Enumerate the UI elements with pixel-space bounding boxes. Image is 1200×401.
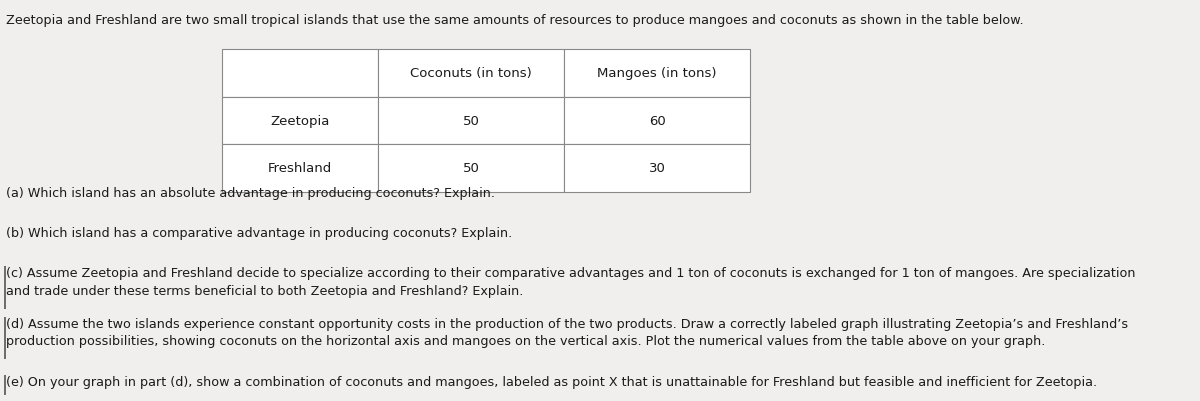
Text: 60: 60 <box>649 115 665 128</box>
Text: 30: 30 <box>648 162 666 175</box>
Text: (a) Which island has an absolute advantage in producing coconuts? Explain.: (a) Which island has an absolute advanta… <box>6 186 496 199</box>
Text: (e) On your graph in part (d), show a combination of coconuts and mangoes, label: (e) On your graph in part (d), show a co… <box>6 375 1097 388</box>
Text: (c) Assume Zeetopia and Freshland decide to specialize according to their compar: (c) Assume Zeetopia and Freshland decide… <box>6 267 1135 297</box>
Text: Zeetopia: Zeetopia <box>270 115 330 128</box>
Bar <box>564 97 750 145</box>
Text: 50: 50 <box>462 115 480 128</box>
Text: (b) Which island has a comparative advantage in producing coconuts? Explain.: (b) Which island has a comparative advan… <box>6 227 512 239</box>
Bar <box>222 145 378 192</box>
Text: Coconuts (in tons): Coconuts (in tons) <box>410 67 532 80</box>
Bar <box>564 50 750 97</box>
Bar <box>378 50 564 97</box>
Text: 50: 50 <box>462 162 480 175</box>
Bar <box>222 97 378 145</box>
Text: (d) Assume the two islands experience constant opportunity costs in the producti: (d) Assume the two islands experience co… <box>6 317 1128 347</box>
Bar <box>564 145 750 192</box>
Bar <box>378 97 564 145</box>
Text: Zeetopia and Freshland are two small tropical islands that use the same amounts : Zeetopia and Freshland are two small tro… <box>6 14 1024 27</box>
Text: Mangoes (in tons): Mangoes (in tons) <box>598 67 716 80</box>
Bar <box>378 145 564 192</box>
Text: Freshland: Freshland <box>268 162 332 175</box>
Bar <box>222 50 378 97</box>
